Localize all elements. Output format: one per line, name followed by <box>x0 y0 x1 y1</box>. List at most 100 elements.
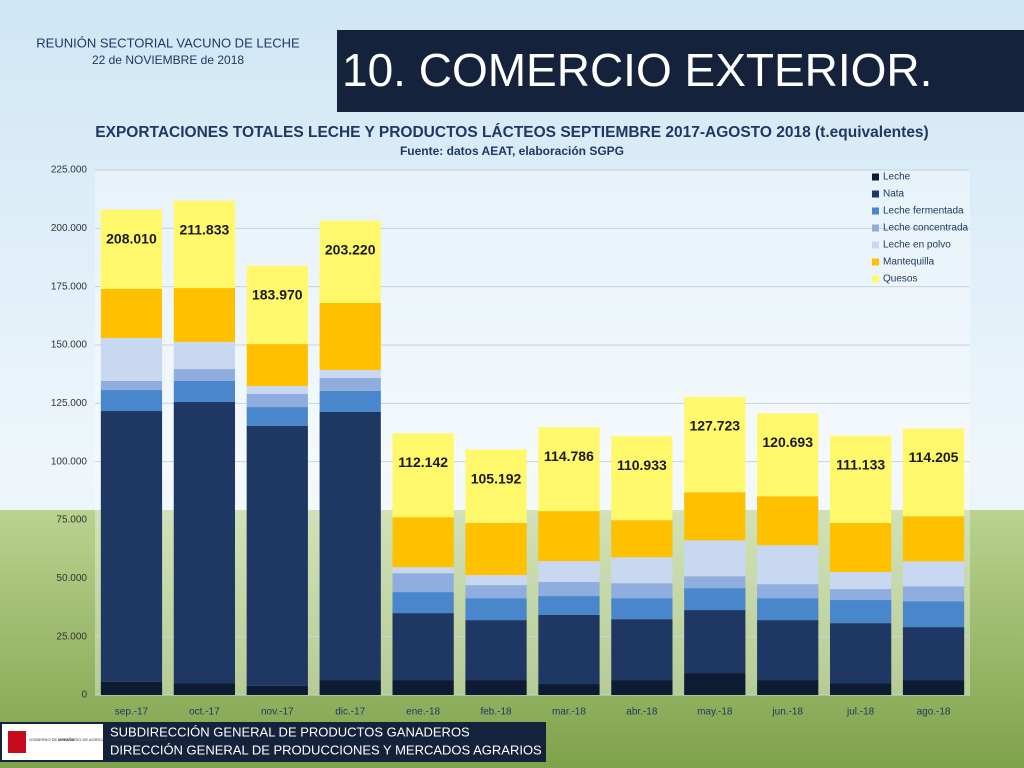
x-tick-label: dic.-17 <box>335 707 365 718</box>
bar-segment <box>538 614 600 685</box>
bar-segment <box>319 220 381 303</box>
bar-segment <box>538 561 600 583</box>
x-tick-label: feb.-18 <box>480 707 512 718</box>
y-tick-label: 75.000 <box>56 515 87 526</box>
legend-label: Leche en polvo <box>883 240 951 251</box>
chart-title: EXPORTACIONES TOTALES LECHE Y PRODUCTOS … <box>95 124 928 141</box>
bar-segment <box>611 436 673 521</box>
total-label: 208.010 <box>106 230 157 246</box>
footer-line: DIRECCIÓN GENERAL DE PRODUCCIONES Y MERC… <box>110 742 542 757</box>
bar-segment <box>246 407 308 426</box>
bar-segment <box>757 598 819 621</box>
bar-segment <box>392 573 454 593</box>
legend-swatch <box>872 207 879 215</box>
bar-segment <box>100 209 163 289</box>
x-tick-label: ago.-18 <box>917 707 951 718</box>
bar-segment <box>830 572 892 590</box>
bar-segment <box>319 390 381 412</box>
x-tick-label: oct.-17 <box>189 707 220 718</box>
legend-swatch <box>872 258 879 266</box>
total-label: 114.205 <box>909 449 959 465</box>
logo-gov: GOBIERNO DE ESPAÑA <box>29 737 75 742</box>
y-tick-label: 175.000 <box>51 281 88 292</box>
x-tick-label: jun.-18 <box>771 707 803 718</box>
bar-segment <box>538 582 600 597</box>
total-label: 105.192 <box>471 470 522 486</box>
bar-segment <box>392 567 454 574</box>
bar-segment <box>684 492 746 541</box>
total-label: 203.220 <box>325 242 376 258</box>
bar-segment <box>100 411 163 682</box>
total-label: 111.133 <box>836 456 885 472</box>
legend-label: Quesos <box>883 274 917 285</box>
bar-segment <box>100 390 163 412</box>
total-label: 112.142 <box>398 454 448 470</box>
bar-segment <box>465 585 527 599</box>
bar-segment <box>757 620 819 681</box>
bar-segment <box>902 516 965 562</box>
legend-label: Leche concentrada <box>883 223 969 234</box>
bar-segment <box>538 684 600 695</box>
y-tick-label: 125.000 <box>51 398 88 409</box>
logo-ministry: MINISTERIO DE AGRICULTURA, PESCA Y ALIME… <box>58 737 167 742</box>
bar-segment <box>100 338 163 381</box>
bar-segment <box>173 380 235 402</box>
bar-segment <box>246 344 308 387</box>
legend-label: Leche fermentada <box>883 206 964 217</box>
chart: 0 25.000 50.000 75.000 100.000 125.000 150.000… <box>51 165 970 718</box>
bar-segment <box>173 200 235 289</box>
bar-segment <box>684 576 746 589</box>
x-tick-label: mar.-18 <box>552 707 586 718</box>
bar-segment <box>830 600 892 624</box>
bar-segment <box>392 592 454 614</box>
bar-segment <box>246 386 308 394</box>
bar-segment <box>319 303 381 370</box>
y-tick-label: 100.000 <box>51 456 88 467</box>
bar-segment <box>830 683 892 695</box>
bar-segment <box>902 586 965 602</box>
bar-segment <box>319 377 381 391</box>
bar-segment <box>319 680 381 695</box>
y-tick-label: 50.000 <box>56 573 87 584</box>
bar-segment <box>757 545 819 585</box>
bar-segment <box>684 540 746 577</box>
bar-segment <box>392 433 454 518</box>
x-tick-label: jul.-18 <box>846 707 875 718</box>
legend-swatch <box>872 275 879 283</box>
bar-segment <box>173 341 235 370</box>
bar-segment <box>757 680 819 695</box>
logo-emblem <box>8 731 26 753</box>
legend-swatch <box>872 173 879 181</box>
bar-segment <box>902 601 965 628</box>
bar-segment <box>392 680 454 695</box>
bar-segment <box>538 427 600 512</box>
bar-segment <box>757 496 819 546</box>
bar-segment <box>465 449 527 524</box>
chart-subtitle: Fuente: datos AEAT, elaboración SGPG <box>400 144 624 158</box>
y-tick-label: 200.000 <box>51 223 88 234</box>
bar-segment <box>684 396 746 493</box>
bar-segment <box>246 425 308 686</box>
bar-segment <box>246 394 308 408</box>
total-label: 120.693 <box>762 434 813 450</box>
legend-label: Leche <box>883 172 911 183</box>
bar-segment <box>465 523 527 576</box>
legend-swatch <box>872 224 879 232</box>
bar-segment <box>100 289 163 338</box>
bar-segment <box>611 598 673 620</box>
y-tick-label: 25.000 <box>56 631 87 642</box>
total-label: 110.933 <box>617 457 667 473</box>
total-label: 114.786 <box>544 448 594 464</box>
bar-segment <box>173 401 235 684</box>
legend-label: Mantequilla <box>883 257 935 268</box>
meeting: REUNIÓN SECTORIAL VACUNO DE LECHE <box>36 35 300 50</box>
section-box <box>337 30 1024 112</box>
bar-segment <box>902 627 965 681</box>
bar-segment <box>611 619 673 681</box>
total-label: 211.833 <box>179 221 229 237</box>
bar-segment <box>757 413 819 497</box>
bar-segment <box>173 683 235 695</box>
bar-segment <box>465 598 527 621</box>
bar-segment <box>392 613 454 681</box>
